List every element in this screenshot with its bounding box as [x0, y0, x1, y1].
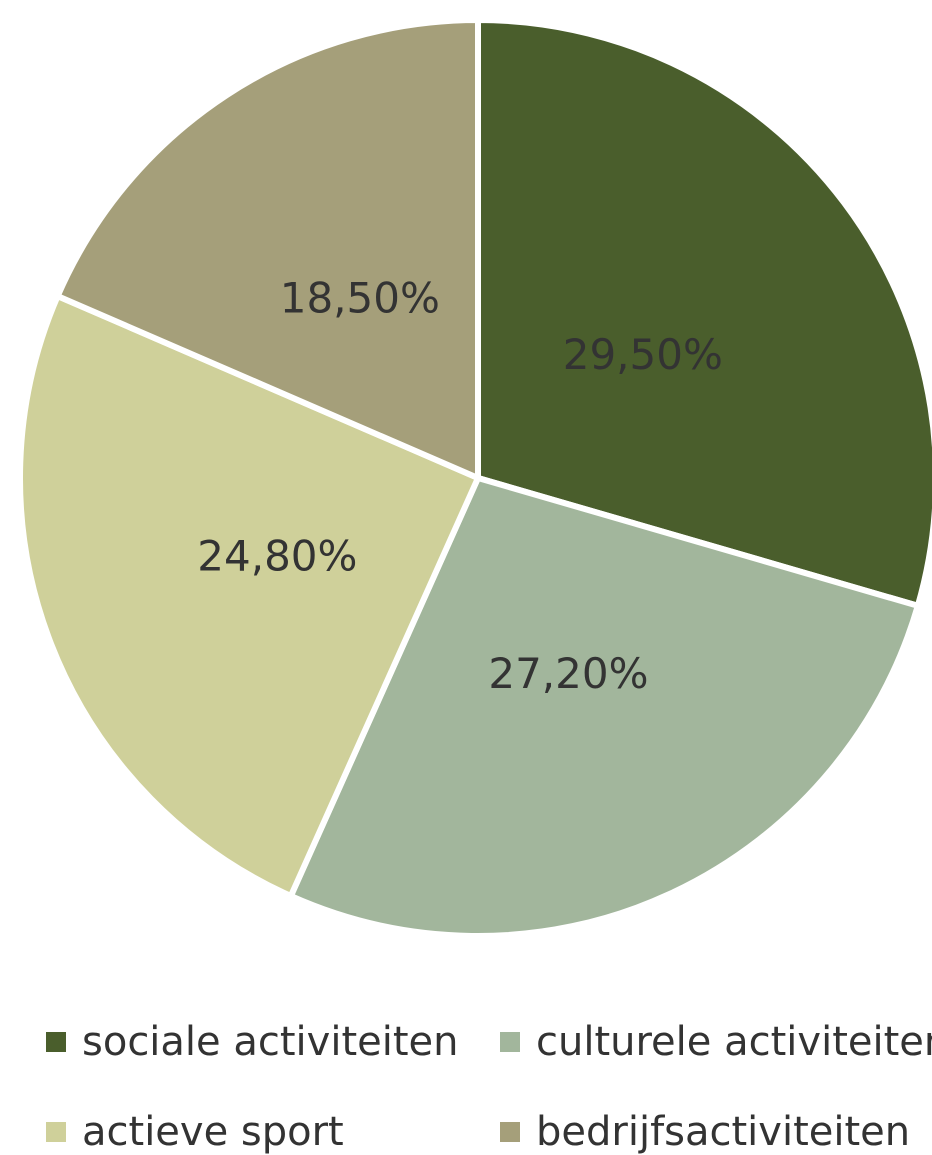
data-label-culturele-activiteiten: 27,20%: [488, 649, 648, 698]
legend-item-sociale-activiteiten[interactable]: sociale activiteiten: [46, 1022, 459, 1062]
pie-slice-actieve-sport[interactable]: [17, 293, 481, 900]
data-label-bedrijfsactiviteiten: 18,50%: [280, 274, 440, 323]
data-label-sociale-activiteiten: 29,50%: [563, 330, 723, 379]
legend-label: actieve sport: [82, 1109, 344, 1155]
legend-swatch-actieve-sport: [46, 1122, 66, 1142]
pie-slices: [17, 17, 932, 939]
data-label-actieve-sport: 24,80%: [197, 531, 357, 580]
legend-item-bedrijfsactiviteiten[interactable]: bedrijfsactiviteiten: [500, 1112, 910, 1152]
legend-swatch-sociale-activiteiten: [46, 1032, 66, 1052]
legend-item-actieve-sport[interactable]: actieve sport: [46, 1112, 344, 1152]
legend-label: bedrijfsactiviteiten: [536, 1109, 911, 1155]
legend-swatch-bedrijfsactiviteiten: [500, 1122, 520, 1142]
pie-data-labels: 29,50% 27,20% 24,80% 18,50%: [197, 274, 723, 698]
pie-slice-bedrijfsactiviteiten[interactable]: [54, 17, 481, 481]
legend-swatch-culturele-activiteiten: [500, 1032, 520, 1052]
legend-label: sociale activiteiten: [82, 1019, 459, 1065]
pie-slice-sociale-activiteiten[interactable]: [475, 17, 932, 609]
legend-item-culturele-activiteiten[interactable]: culturele activiteiten: [500, 1022, 932, 1062]
pie-slice-culturele-activiteiten[interactable]: [287, 475, 921, 939]
legend-label: culturele activiteiten: [536, 1019, 932, 1065]
